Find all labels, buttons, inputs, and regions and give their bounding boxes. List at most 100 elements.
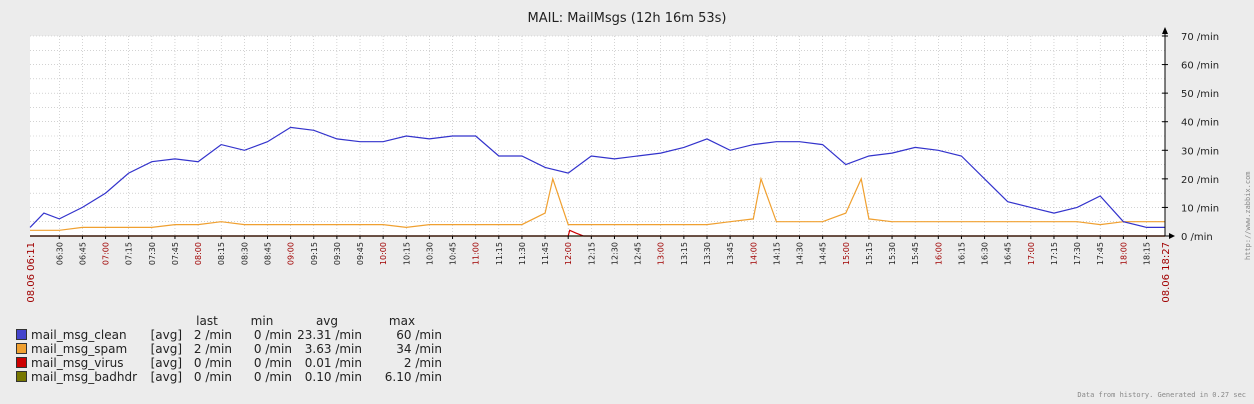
x-tick-label: 17:45 xyxy=(1096,242,1105,265)
x-tick-label: 07:00 xyxy=(102,242,111,265)
y-tick-label: 0 /min xyxy=(1181,232,1213,243)
legend-avg: 23.31 /min xyxy=(297,328,362,342)
x-tick-label: 08:30 xyxy=(240,242,249,265)
x-tick-label: 10:45 xyxy=(449,242,458,265)
legend-header-max: max xyxy=(388,314,416,328)
y-tick-label: 30 /min xyxy=(1181,146,1219,157)
x-tick-label: 15:15 xyxy=(865,242,874,265)
x-tick-label: 11:00 xyxy=(472,242,481,265)
x-tick-label: 16:45 xyxy=(1004,242,1013,265)
legend-row: mail_msg_badhdr [avg] 0 /min 0 /min 0.10 /mi… xyxy=(14,370,442,384)
legend-header-avg: avg xyxy=(315,314,339,328)
y-tick-label: 10 /min xyxy=(1181,203,1219,214)
legend-last: 2 /min xyxy=(193,328,232,342)
x-tick-label: 14:30 xyxy=(796,242,805,265)
x-tick-label: 06:45 xyxy=(78,242,87,265)
x-tick-label: 09:45 xyxy=(356,242,365,265)
legend: last min avg max mail_msg_clean [avg] 2 /m… xyxy=(14,314,442,384)
x-tick-label: 11:45 xyxy=(541,242,550,265)
x-tick-label: 13:00 xyxy=(657,242,666,265)
y-axis-ticks: 0 /min 10 /min 20 /min 30 /min 40 /min 50 /mi… xyxy=(1162,32,1219,243)
legend-function: [avg] xyxy=(150,342,182,356)
x-tick-label: 07:15 xyxy=(125,242,134,265)
x-tick-label: 12:00 xyxy=(564,242,573,265)
legend-function: [avg] xyxy=(150,328,182,342)
legend-min: 0 /min xyxy=(253,328,292,342)
x-tick-label: 12:30 xyxy=(610,242,619,265)
x-tick-label: 15:45 xyxy=(911,242,920,265)
legend-series-name: mail_msg_badhdr xyxy=(31,370,138,384)
legend-max: 34 /min xyxy=(396,342,442,356)
x-tick-label: 13:45 xyxy=(726,242,735,265)
x-edge-label: 08.06 18:27 xyxy=(1161,242,1172,303)
x-tick-label: 09:00 xyxy=(287,242,296,265)
series-line-mail_msg_clean xyxy=(29,126,1165,228)
legend-header-row: last min avg max xyxy=(14,314,442,328)
legend-avg: 0.10 /min xyxy=(304,370,362,384)
x-tick-label: 14:00 xyxy=(749,242,758,265)
legend-max: 60 /min xyxy=(396,328,442,342)
x-axis-arrow xyxy=(1169,233,1175,239)
legend-row: mail_msg_clean [avg] 2 /min 0 /min 23.31 /mi… xyxy=(14,328,442,342)
x-tick-label: 08:00 xyxy=(194,242,203,265)
legend-max: 2 /min xyxy=(403,356,442,370)
legend-last: 0 /min xyxy=(193,356,232,370)
footer-note: Data from history. Generated in 0.27 sec xyxy=(1077,391,1246,399)
x-tick-label: 10:00 xyxy=(379,242,388,265)
x-tick-label: 12:15 xyxy=(587,242,596,265)
x-tick-label: 15:00 xyxy=(842,242,851,265)
y-tick-label: 60 /min xyxy=(1181,61,1219,72)
legend-swatch xyxy=(16,371,27,382)
x-tick-label: 14:45 xyxy=(819,242,828,265)
x-tick-label: 18:00 xyxy=(1119,242,1128,265)
x-tick-label: 17:15 xyxy=(1050,242,1059,265)
x-tick-label: 13:15 xyxy=(680,242,689,265)
x-tick-label: 18:15 xyxy=(1142,242,1151,265)
series-line-mail_msg_spam xyxy=(30,176,1165,231)
legend-last: 2 /min xyxy=(193,342,232,356)
legend-swatch xyxy=(16,343,27,354)
legend-last: 0 /min xyxy=(193,370,232,384)
y-tick-label: 50 /min xyxy=(1181,89,1219,100)
x-tick-label: 07:30 xyxy=(148,242,157,265)
x-tick-label: 17:30 xyxy=(1073,242,1082,265)
legend-series-name: mail_msg_clean xyxy=(31,328,127,342)
x-tick-label: 14:15 xyxy=(772,242,781,265)
x-tick-label: 09:30 xyxy=(333,242,342,265)
x-tick-label: 16:30 xyxy=(981,242,990,265)
legend-swatch xyxy=(16,329,27,340)
legend-series-name: mail_msg_spam xyxy=(31,342,128,356)
legend-row: mail_msg_virus [avg] 0 /min 0 /min 0.01 /min… xyxy=(14,356,442,370)
x-edge-label: 08.06 06:11 xyxy=(26,242,37,303)
legend-row: mail_msg_spam [avg] 2 /min 0 /min 3.63 /min 3… xyxy=(14,342,442,356)
x-tick-label: 08:15 xyxy=(217,242,226,265)
y-tick-label: 40 /min xyxy=(1181,118,1219,129)
legend-series-name: mail_msg_virus xyxy=(31,356,124,370)
legend-header-last: last xyxy=(196,314,218,328)
legend-avg: 0.01 /min xyxy=(304,356,362,370)
x-tick-label: 16:00 xyxy=(934,242,943,265)
x-tick-label: 12:45 xyxy=(634,242,643,265)
legend-min: 0 /min xyxy=(253,342,292,356)
legend-header-min: min xyxy=(250,314,274,328)
y-axis-arrow xyxy=(1162,27,1168,34)
x-tick-label: 11:15 xyxy=(495,242,504,265)
legend-function: [avg] xyxy=(150,370,182,384)
watermark-url: http://www.zabbix.com xyxy=(1244,171,1252,260)
y-tick-label: 20 /min xyxy=(1181,175,1219,186)
x-tick-label: 07:45 xyxy=(171,242,180,265)
x-tick-label: 10:15 xyxy=(402,242,411,265)
x-tick-label: 08:45 xyxy=(263,242,272,265)
x-tick-label: 13:30 xyxy=(703,242,712,265)
legend-min: 0 /min xyxy=(253,356,292,370)
x-tick-label: 16:15 xyxy=(957,242,966,265)
x-tick-label: 11:30 xyxy=(518,242,527,265)
y-tick-label: 70 /min xyxy=(1181,32,1219,43)
x-tick-label: 17:00 xyxy=(1027,242,1036,265)
x-tick-label: 10:30 xyxy=(425,242,434,265)
x-tick-label: 15:30 xyxy=(888,242,897,265)
legend-max: 6.10 /min xyxy=(384,370,442,384)
chart-title: MAIL: MailMsgs (12h 16m 53s) xyxy=(528,11,727,26)
legend-function: [avg] xyxy=(150,356,182,370)
